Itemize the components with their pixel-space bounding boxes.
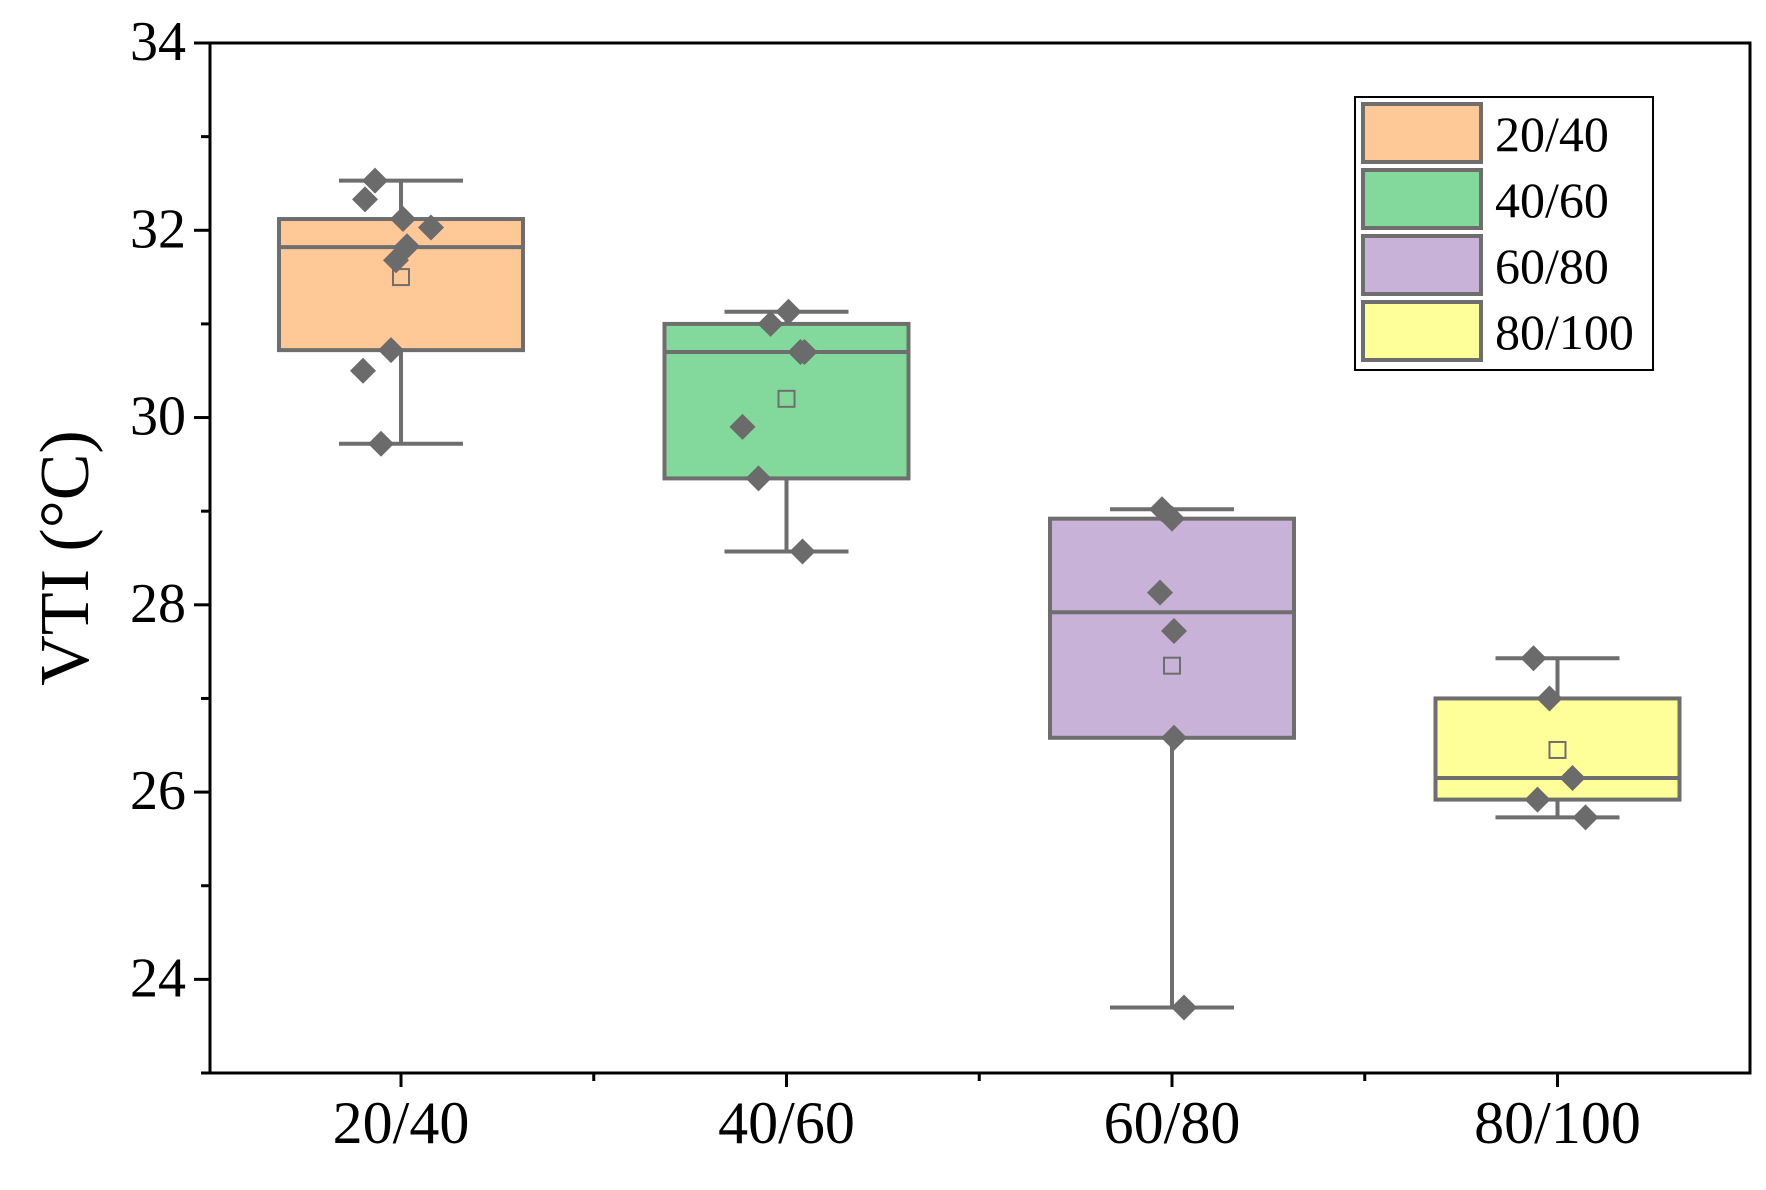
data-point — [390, 206, 416, 233]
data-point — [352, 186, 378, 213]
data-point — [1159, 505, 1185, 532]
mean-marker — [392, 268, 410, 287]
data-point — [394, 233, 420, 260]
y-tick-label: 24 — [130, 947, 186, 1009]
y-tick-label: 30 — [130, 386, 186, 448]
data-point — [350, 357, 376, 384]
data-point — [1171, 994, 1197, 1021]
legend-label: 80/100 — [1495, 304, 1634, 360]
legend-label: 60/80 — [1495, 238, 1609, 294]
legend-swatch — [1361, 102, 1483, 164]
box-80/100 — [1433, 696, 1682, 802]
y-tick-label: 26 — [130, 760, 186, 822]
data-point — [729, 413, 756, 440]
legend-swatch — [1361, 300, 1483, 362]
data-point — [745, 465, 772, 492]
data-point — [362, 167, 388, 194]
y-tick-label: 32 — [130, 198, 186, 260]
x-tick-label: 60/80 — [1104, 1090, 1241, 1156]
x-tick-label: 80/100 — [1474, 1090, 1641, 1156]
legend-swatch — [1361, 234, 1483, 296]
mean-marker — [1548, 740, 1567, 759]
data-point — [383, 247, 409, 274]
data-point — [791, 339, 818, 365]
x-tick-label: 40/60 — [718, 1090, 855, 1156]
data-point — [418, 214, 444, 241]
data-point — [1572, 804, 1599, 831]
data-point — [1524, 786, 1551, 813]
y-tick-label: 28 — [130, 573, 186, 635]
mean-marker — [1163, 656, 1181, 675]
box-40/60 — [662, 321, 911, 481]
data-point — [1161, 724, 1187, 751]
y-axis-label: VTI (°C) — [27, 430, 104, 685]
data-point — [1520, 645, 1547, 672]
legend-label: 40/60 — [1495, 172, 1609, 228]
data-point — [1161, 618, 1187, 645]
data-point — [757, 310, 784, 337]
data-point — [789, 538, 816, 565]
mean-marker — [777, 389, 796, 408]
legend-label: 20/40 — [1495, 106, 1609, 162]
legend-swatch — [1361, 168, 1483, 230]
data-point — [775, 298, 802, 325]
data-point — [1147, 579, 1173, 606]
data-point — [378, 337, 404, 364]
y-tick-label: 34 — [130, 11, 186, 73]
data-point — [368, 430, 394, 457]
x-tick-label: 20/40 — [333, 1090, 470, 1156]
data-point — [1559, 765, 1586, 792]
data-point — [1536, 685, 1563, 712]
